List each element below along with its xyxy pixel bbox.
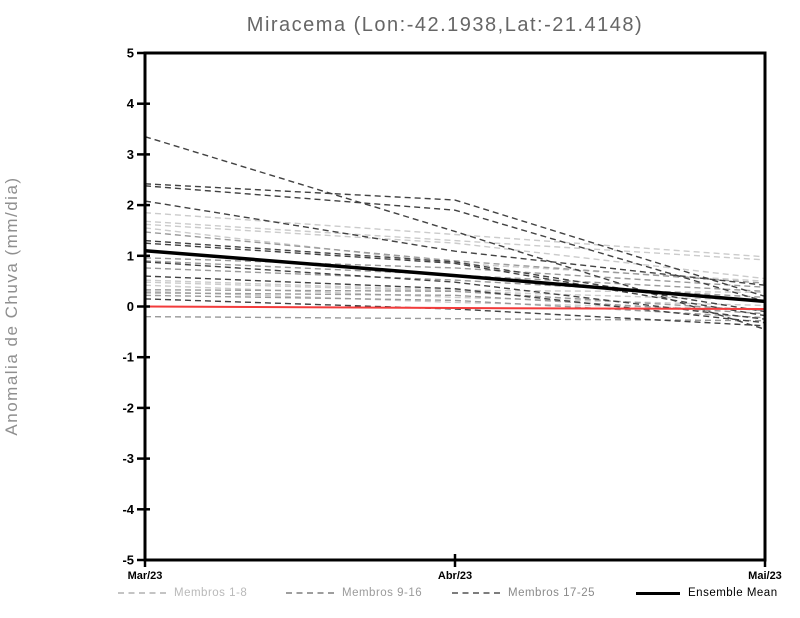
y-tick-label: -5: [122, 553, 134, 568]
member-line: [144, 135, 766, 330]
member-line: [144, 212, 766, 258]
member-line: [144, 315, 766, 322]
member-line: [144, 267, 766, 299]
legend-label: Ensemble Mean: [688, 587, 778, 599]
dashed-line-swatch: [452, 592, 500, 594]
legend-label: Membros 17-25: [508, 587, 596, 599]
member-line: [144, 275, 766, 324]
member-line: [144, 220, 766, 261]
legend-item-membros-9-16: Membros 9-16: [286, 585, 422, 601]
member-line: [144, 290, 766, 311]
ensemble-mean-line: [144, 248, 766, 304]
member-line: [144, 261, 766, 320]
solid-line-swatch: [636, 591, 680, 595]
legend-label: Membros 9-16: [342, 587, 423, 599]
legend-item-membros-17-25: Membros 17-25: [452, 585, 595, 601]
legend: Membros 1-8 Membros 9-16 Membros 17-25 Ense…: [0, 585, 800, 605]
reference-line: [144, 305, 766, 311]
member-line: [144, 227, 766, 282]
member-line: [144, 279, 766, 294]
y-tick-label: -1: [122, 350, 134, 365]
y-tick-label: -3: [122, 451, 134, 466]
member-line: [144, 294, 766, 319]
x-tick-label: Mai/23: [748, 570, 782, 582]
x-tick-label: Mar/23: [128, 570, 163, 582]
x-tick-label: Abr/23: [438, 570, 472, 582]
chart-title: Miracema (Lon:-42.1938,Lat:-21.4148): [246, 14, 644, 36]
member-line: [144, 223, 766, 280]
member-line: [144, 231, 766, 284]
legend-item-ensemble-mean: Ensemble Mean: [636, 585, 778, 601]
y-tick-label: 1: [127, 248, 134, 263]
y-tick-label: -4: [122, 502, 134, 517]
y-tick-label: 0: [127, 299, 134, 314]
member-line: [144, 239, 766, 313]
member-line: [144, 242, 766, 317]
member-line: [144, 183, 766, 298]
dashed-line-swatch: [286, 592, 334, 594]
member-line: [144, 292, 766, 315]
member-line: [144, 257, 766, 288]
y-tick-label: 2: [127, 198, 134, 213]
y-tick-label: -2: [122, 400, 134, 415]
legend-label: Membros 1-8: [174, 587, 248, 599]
legend-item-membros-1-8: Membros 1-8: [118, 585, 247, 601]
y-tick-label: 5: [127, 46, 134, 61]
member-line: [144, 289, 766, 312]
member-line: [144, 284, 766, 307]
member-line: [144, 185, 766, 303]
member-line: [144, 200, 766, 286]
y-tick-label: 3: [127, 147, 134, 162]
y-tick-label: 4: [127, 96, 135, 111]
member-line: [144, 298, 766, 327]
dashed-line-swatch: [118, 592, 166, 594]
